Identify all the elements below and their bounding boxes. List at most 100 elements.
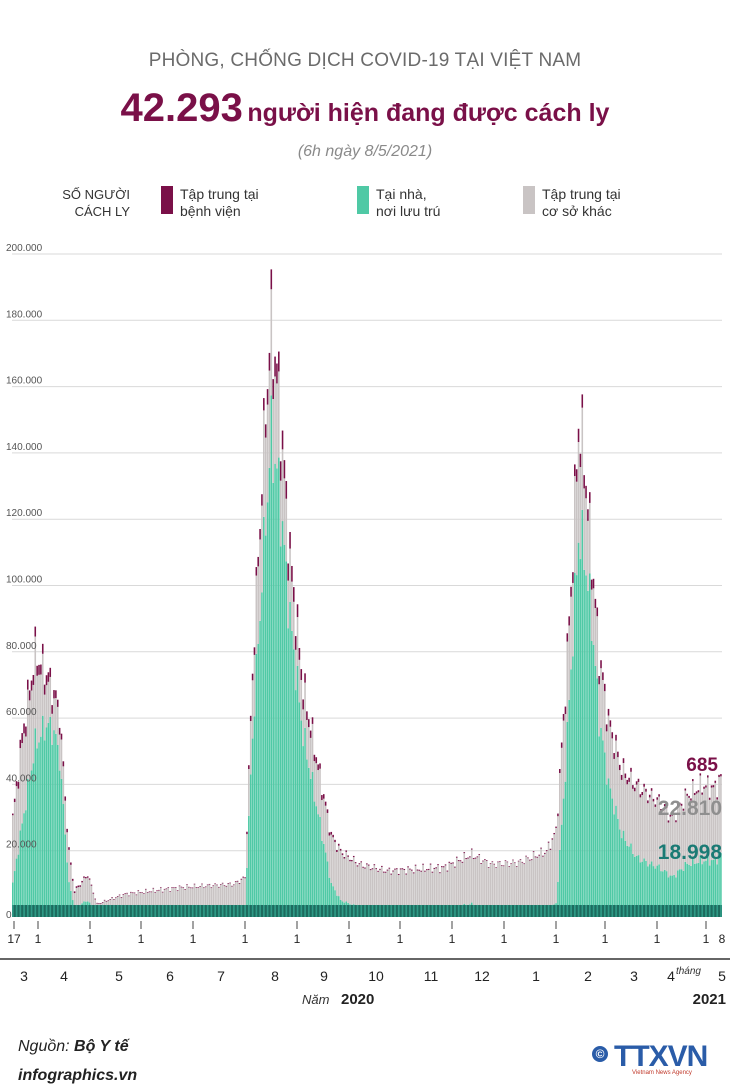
bar-hospital xyxy=(251,673,254,681)
stripe-tick xyxy=(311,905,314,917)
day-tick-label: 1 xyxy=(346,932,353,946)
stripe-tick xyxy=(206,905,209,917)
bar-home xyxy=(617,818,619,917)
bar-other xyxy=(367,865,370,908)
bar-hospital xyxy=(596,607,599,617)
bar-other xyxy=(572,582,574,657)
bar-hospital xyxy=(397,873,400,875)
bar-other xyxy=(542,856,544,910)
bar-hospital xyxy=(519,859,522,860)
stripe-tick xyxy=(577,905,580,917)
bar-other xyxy=(411,870,413,909)
bar-other xyxy=(90,885,93,906)
stripe-tick xyxy=(405,905,408,917)
stripe-tick xyxy=(236,905,239,917)
bar-hospital xyxy=(560,742,563,748)
stripe-tick xyxy=(678,905,681,917)
stripe-tick xyxy=(495,905,498,917)
bar-hospital xyxy=(296,604,299,618)
bar-other xyxy=(133,893,136,913)
month-label: 6 xyxy=(166,968,174,984)
bar-other xyxy=(530,860,533,911)
stripe-tick xyxy=(71,905,74,917)
stripe-tick xyxy=(184,905,187,917)
bar-home xyxy=(25,810,27,917)
stripe-tick xyxy=(514,905,516,917)
bar-other xyxy=(56,706,59,745)
stripe-tick xyxy=(146,905,149,917)
bar-hospital xyxy=(452,862,454,864)
bar-hospital xyxy=(92,892,95,894)
bar-other xyxy=(422,864,424,908)
bar-hospital xyxy=(96,902,98,904)
bar-other xyxy=(156,891,158,913)
bar-other xyxy=(596,616,599,679)
bar-other xyxy=(278,371,280,458)
bar-hospital xyxy=(590,579,593,590)
bar-home xyxy=(62,804,65,917)
stripe-tick xyxy=(566,905,569,917)
bar-hospital xyxy=(174,887,177,888)
stripe-tick xyxy=(491,905,494,917)
bar-hospital xyxy=(334,839,336,843)
bar-hospital xyxy=(579,453,582,468)
bar-other xyxy=(714,782,717,858)
bar-other xyxy=(624,778,627,841)
bar-hospital xyxy=(75,886,78,888)
bar-hospital xyxy=(17,782,20,789)
bar-other xyxy=(86,877,89,902)
bar-home xyxy=(600,727,602,917)
bar-other xyxy=(75,887,78,906)
bar-other xyxy=(615,740,617,806)
bar-hospital xyxy=(345,850,348,852)
bar-other xyxy=(407,867,409,909)
bar-hospital xyxy=(152,887,155,889)
bar-other xyxy=(12,815,14,883)
bar-hospital xyxy=(120,897,123,898)
stripe-tick xyxy=(274,905,276,917)
bar-hospital xyxy=(21,733,23,744)
bar-hospital xyxy=(562,713,565,721)
stripe-tick xyxy=(611,905,614,917)
bar-other xyxy=(240,879,243,909)
bar-home xyxy=(620,838,623,917)
stripe-tick xyxy=(697,905,700,917)
bar-other xyxy=(317,770,319,815)
stripe-tick xyxy=(390,905,393,917)
bar-other xyxy=(382,872,385,909)
stripe-tick xyxy=(293,905,295,917)
bar-other xyxy=(47,681,50,723)
bar-hospital xyxy=(564,706,567,715)
bar-hospital xyxy=(381,865,383,867)
bar-hospital xyxy=(94,898,97,900)
y-tick-label: 140.000 xyxy=(6,442,43,453)
bar-hospital xyxy=(56,699,59,707)
bar-other xyxy=(270,289,273,396)
bar-hospital xyxy=(43,684,46,695)
stripe-tick xyxy=(386,905,389,917)
bar-other xyxy=(145,889,147,912)
bar-other xyxy=(440,867,443,909)
bar-hospital xyxy=(343,856,346,859)
bar-hospital xyxy=(508,865,511,867)
bar-other xyxy=(645,791,647,861)
bar-other xyxy=(73,893,76,908)
bar-hospital xyxy=(246,831,248,835)
bar-home xyxy=(557,881,559,917)
bar-home xyxy=(647,866,649,917)
site-name[interactable]: infographics.vn xyxy=(18,1067,138,1084)
bar-other xyxy=(658,796,660,865)
legend-other-line1: Tập trung tại xyxy=(542,186,621,202)
stripe-tick xyxy=(484,905,486,917)
bar-other xyxy=(647,803,649,867)
bar-hospital xyxy=(480,862,482,864)
bar-home xyxy=(712,859,715,917)
stripe-tick xyxy=(465,905,468,917)
bar-hospital xyxy=(145,888,147,890)
bar-hospital xyxy=(549,848,552,850)
legend-hospital-line2: bệnh viện xyxy=(180,203,241,219)
bar-other xyxy=(274,376,276,464)
bar-hospital xyxy=(502,865,505,867)
bar-other xyxy=(397,874,400,910)
bar-other xyxy=(650,790,653,862)
